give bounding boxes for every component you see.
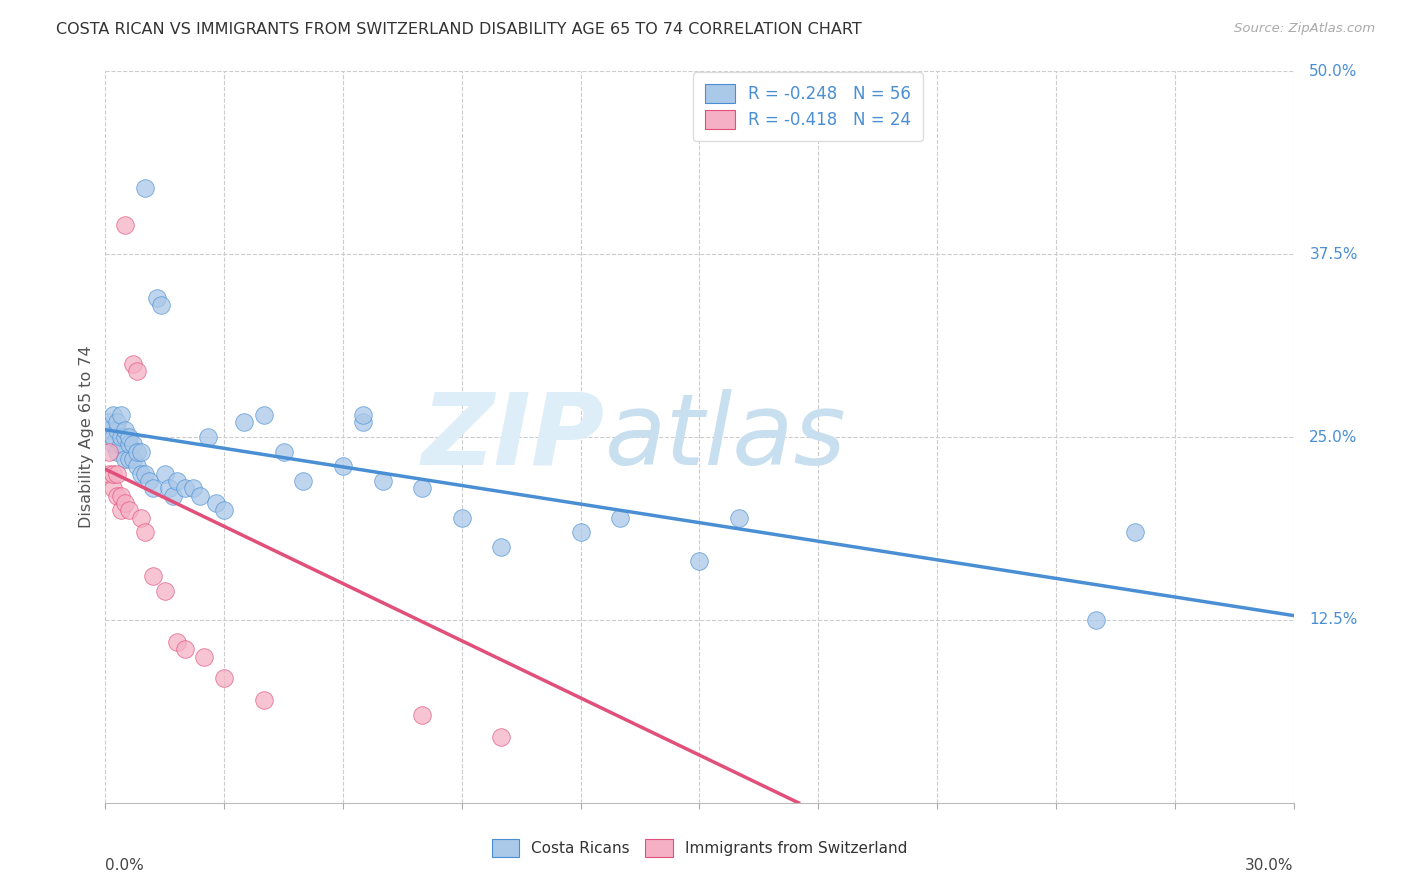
Point [292,474,315,488]
Point [134,181,156,195]
Point [569,525,592,540]
Point [103,430,125,444]
Point [114,452,136,467]
Point [1084,613,1107,627]
Point [105,423,128,437]
Point [103,467,125,481]
Point [103,408,125,422]
Point [98,416,121,430]
Point [728,510,751,524]
Point [114,218,136,232]
Point [149,298,172,312]
Point [122,357,145,371]
Point [129,510,152,524]
Point [127,364,149,378]
Point [114,423,136,437]
Text: ZIP: ZIP [422,389,605,485]
Point [134,525,156,540]
Point [110,503,132,517]
Point [138,474,160,488]
Point [352,408,374,422]
Point [411,481,433,495]
Point [153,467,176,481]
Text: 25.0%: 25.0% [1309,430,1358,444]
Point [98,467,121,481]
Text: Source: ZipAtlas.com: Source: ZipAtlas.com [1234,22,1375,36]
Point [118,452,141,467]
Point [491,730,513,744]
Text: 12.5%: 12.5% [1309,613,1358,627]
Point [491,540,513,554]
Point [118,430,141,444]
Text: 37.5%: 37.5% [1309,247,1358,261]
Point [129,444,152,458]
Point [193,649,215,664]
Point [689,554,711,568]
Point [127,459,149,474]
Point [153,583,176,598]
Point [609,510,631,524]
Point [411,708,433,723]
Point [114,496,136,510]
Point [173,481,195,495]
Point [157,481,180,495]
Point [197,430,219,444]
Point [214,672,236,686]
Point [103,437,125,451]
Point [146,291,169,305]
Point [352,416,374,430]
Point [190,489,212,503]
Point [166,635,188,649]
Point [105,416,128,430]
Point [118,503,141,517]
Point [142,569,165,583]
Point [98,444,121,458]
Text: COSTA RICAN VS IMMIGRANTS FROM SWITZERLAND DISABILITY AGE 65 TO 74 CORRELATION C: COSTA RICAN VS IMMIGRANTS FROM SWITZERLA… [56,22,862,37]
Point [103,481,125,495]
Point [142,481,165,495]
Point [371,474,394,488]
Point [105,444,128,458]
Point [253,408,276,422]
Point [127,444,149,458]
Point [253,693,276,707]
Text: 50.0%: 50.0% [1309,64,1358,78]
Point [205,496,228,510]
Point [1123,525,1146,540]
Point [129,467,152,481]
Point [105,489,128,503]
Point [114,430,136,444]
Point [122,452,145,467]
Text: atlas: atlas [605,389,846,485]
Point [166,474,188,488]
Point [122,437,145,451]
Point [450,510,472,524]
Point [110,408,132,422]
Point [332,459,354,474]
Point [110,437,132,451]
Text: 0.0%: 0.0% [105,858,145,873]
Point [110,430,132,444]
Point [162,489,184,503]
Point [134,467,156,481]
Point [173,642,195,657]
Point [273,444,295,458]
Point [214,503,236,517]
Y-axis label: Disability Age 65 to 74: Disability Age 65 to 74 [79,346,94,528]
Point [110,489,132,503]
Point [105,467,128,481]
Legend: Costa Ricans, Immigrants from Switzerland: Costa Ricans, Immigrants from Switzerlan… [484,831,915,864]
Point [181,481,204,495]
Point [233,416,256,430]
Text: 30.0%: 30.0% [1246,858,1294,873]
Point [98,423,121,437]
Point [118,437,141,451]
